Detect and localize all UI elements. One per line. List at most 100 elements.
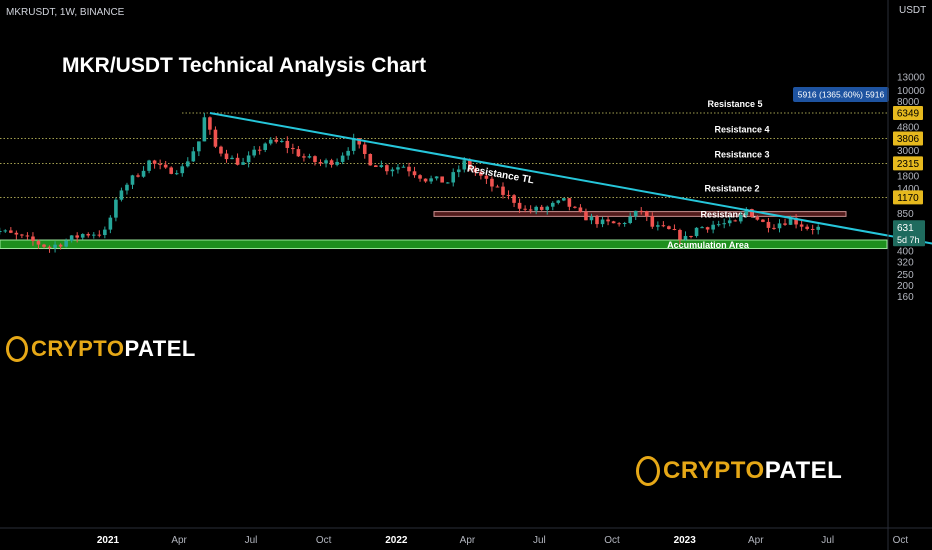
resistance-label: Resistance 2 bbox=[704, 183, 759, 193]
candle bbox=[9, 230, 13, 233]
target-layer: 5916 (1365.60%) 5916 bbox=[793, 87, 889, 102]
resistance-1-label: Resistance 1 bbox=[700, 209, 755, 219]
candle bbox=[423, 178, 428, 182]
y-tick-label: 250 bbox=[897, 270, 914, 281]
candle bbox=[0, 231, 2, 233]
candle bbox=[633, 210, 638, 217]
candle bbox=[346, 150, 350, 156]
candle bbox=[451, 172, 456, 183]
y-tick-label: 13000 bbox=[897, 73, 925, 84]
candle bbox=[208, 117, 212, 130]
candle bbox=[628, 216, 632, 224]
candle bbox=[506, 194, 511, 196]
resistance-label: Resistance 3 bbox=[714, 149, 769, 159]
brand-logo-large: CRYPTO PATEL bbox=[636, 456, 842, 486]
candle bbox=[445, 182, 450, 184]
candle bbox=[595, 216, 599, 225]
candle bbox=[700, 227, 704, 229]
x-tick-label: Jul bbox=[533, 535, 546, 546]
candle bbox=[716, 224, 721, 226]
candle bbox=[512, 195, 516, 203]
y-tick-label: 160 bbox=[897, 292, 914, 303]
candle bbox=[777, 223, 782, 229]
y-tick-label: 1800 bbox=[897, 171, 920, 182]
candle bbox=[650, 216, 655, 227]
candle bbox=[584, 211, 588, 221]
resistance-label: Resistance 4 bbox=[714, 125, 769, 135]
candle bbox=[672, 228, 677, 230]
candle bbox=[567, 198, 572, 207]
x-tick-label: 2023 bbox=[674, 535, 697, 546]
candle bbox=[119, 190, 124, 200]
candle bbox=[456, 169, 461, 173]
x-tick-label: 2021 bbox=[97, 535, 120, 546]
resistance-trendline bbox=[209, 112, 932, 245]
candle bbox=[252, 149, 256, 156]
candle bbox=[573, 206, 577, 208]
candle bbox=[280, 140, 284, 142]
candle bbox=[318, 162, 323, 164]
candle bbox=[738, 214, 743, 222]
candle bbox=[517, 202, 522, 209]
candle bbox=[783, 223, 787, 225]
chart-title: MKR/USDT Technical Analysis Chart bbox=[62, 54, 427, 77]
candle bbox=[324, 160, 328, 164]
candle bbox=[766, 221, 771, 228]
y-tick-label: 3000 bbox=[897, 146, 920, 157]
logo-gold-text: CRYPTO bbox=[663, 457, 765, 484]
y-tick-label: 1400 bbox=[897, 184, 920, 195]
candle bbox=[219, 146, 223, 154]
candle bbox=[711, 224, 715, 230]
target-label: 5916 (1365.60%) 5916 bbox=[798, 90, 885, 100]
candle bbox=[86, 234, 91, 236]
candle bbox=[689, 235, 693, 237]
price-label: 6349 bbox=[897, 109, 920, 120]
candle bbox=[191, 151, 196, 162]
candle bbox=[108, 217, 113, 230]
candle bbox=[202, 117, 207, 142]
candle bbox=[772, 227, 776, 229]
candle bbox=[268, 139, 273, 144]
symbol-label: MKRUSDT, 1W, BINANCE bbox=[6, 7, 125, 18]
candle bbox=[473, 168, 478, 173]
candle bbox=[263, 143, 268, 151]
logo-white-text: PATEL bbox=[124, 336, 196, 361]
candle bbox=[296, 149, 301, 157]
candle bbox=[694, 227, 699, 237]
candle bbox=[550, 202, 555, 207]
candle bbox=[291, 147, 295, 150]
candle bbox=[606, 219, 610, 222]
candle bbox=[274, 139, 279, 142]
price-label: 3806 bbox=[897, 134, 920, 145]
candle bbox=[600, 219, 605, 225]
candle bbox=[490, 178, 494, 187]
candle bbox=[141, 170, 146, 177]
candle bbox=[501, 186, 505, 195]
x-tick-label: Oct bbox=[604, 535, 620, 546]
logo-mark bbox=[636, 456, 660, 486]
candle bbox=[75, 235, 79, 238]
candle bbox=[440, 176, 444, 183]
candle bbox=[407, 166, 411, 172]
candle bbox=[589, 216, 594, 221]
y-tick-label: 400 bbox=[897, 246, 914, 257]
price-label-box bbox=[893, 106, 923, 120]
candle bbox=[744, 209, 749, 215]
candle bbox=[495, 186, 500, 188]
x-tick-label: Jul bbox=[821, 535, 834, 546]
resistance-label: Resistance 5 bbox=[707, 99, 762, 109]
candle bbox=[539, 206, 544, 210]
candle bbox=[213, 129, 218, 147]
candle bbox=[53, 244, 57, 248]
candle bbox=[335, 161, 339, 165]
candle bbox=[523, 208, 527, 210]
candle bbox=[340, 155, 345, 162]
candle bbox=[727, 220, 732, 224]
candle bbox=[14, 232, 19, 235]
candle bbox=[114, 199, 118, 218]
candle bbox=[401, 166, 406, 168]
target-label-box bbox=[793, 87, 889, 102]
x-tick-label: 2022 bbox=[385, 535, 408, 546]
candle bbox=[351, 138, 356, 151]
